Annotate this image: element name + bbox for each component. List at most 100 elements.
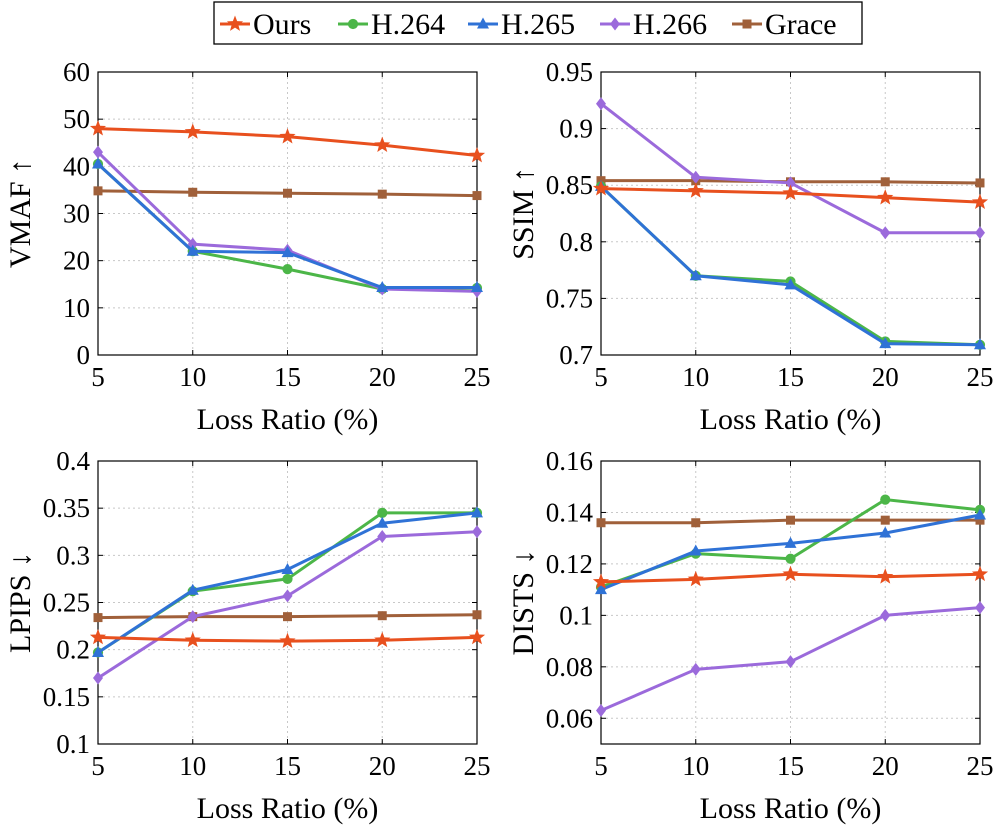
- data-point-ours: [184, 123, 201, 139]
- ticks: 5 10 15 20 25 0.7 0.75 0.8 0.85 0.9 0.95: [546, 57, 994, 392]
- legend-entry-h-264: H.264: [338, 8, 445, 41]
- data-point-h-264: [282, 573, 293, 585]
- series-ours: [89, 120, 486, 163]
- data-point-h-266: [880, 226, 891, 240]
- data-point-h-265: [92, 157, 104, 169]
- series-line-h-265: [599, 185, 981, 347]
- data-point-h-265: [974, 338, 986, 350]
- data-point-h-265: [974, 508, 986, 520]
- gridlines: [97, 460, 478, 745]
- x-tick-label: 25: [967, 362, 994, 392]
- ticks: 5 10 15 20 25 0.06 0.08 0.1 0.12 0.14 0.16: [546, 446, 994, 781]
- y-tick-label: 0.1: [56, 729, 90, 759]
- data-point-grace: [472, 191, 482, 201]
- data-point-ours: [184, 631, 201, 648]
- panel-ssim: 5 10 15 20 25 0.7 0.75 0.8 0.85 0.9 0.95 Loss Ratio…: [507, 57, 994, 436]
- series-h-265: [92, 506, 483, 657]
- data-point-h-266: [975, 226, 985, 240]
- x-axis-label: Loss Ratio (%): [700, 792, 882, 825]
- gridlines: [600, 71, 981, 356]
- data-point-h-265: [471, 506, 483, 518]
- y-tick-label: 0: [77, 340, 91, 370]
- y-tick-label: 0.75: [546, 283, 593, 313]
- data-point-grace: [472, 610, 482, 620]
- data-point-grace: [691, 518, 701, 528]
- data-point-grace: [188, 187, 198, 197]
- data-point-h-265: [376, 516, 389, 528]
- y-tick-label: 0.14: [546, 497, 594, 527]
- data-point-h-266: [690, 662, 701, 676]
- data-point-h-266: [596, 97, 606, 111]
- x-tick-label: 20: [369, 362, 396, 392]
- x-tick-label: 5: [91, 362, 105, 392]
- series-grace: [93, 186, 482, 201]
- data-point-ours: [279, 632, 296, 649]
- x-tick-label: 10: [682, 751, 709, 781]
- x-tick-label: 5: [594, 751, 608, 781]
- panel-vmaf: 5 10 15 20 25 0 10 20 30 40 50 60 Loss Ratio (%) VMAF…: [4, 57, 491, 436]
- data-point-h-266: [596, 704, 606, 718]
- data-point-ours: [374, 136, 391, 152]
- data-point-ours: [687, 570, 704, 587]
- series-ours: [89, 628, 486, 649]
- y-tick-label: 0.3: [56, 540, 90, 570]
- data-point-h-266: [785, 655, 796, 669]
- legend-marker-h-265: [477, 17, 489, 29]
- legend: Ours H.264 H.265 H.266 Grace: [213, 1, 863, 45]
- x-tick-label: 10: [682, 362, 709, 392]
- x-tick-label: 10: [179, 362, 206, 392]
- ticks: 5 10 15 20 25 0.1 0.15 0.2 0.25 0.3 0.35 0.4: [43, 446, 491, 781]
- legend-entry-h-265: H.265: [468, 8, 575, 41]
- y-tick-label: 0.95: [546, 57, 593, 87]
- y-tick-label: 0.06: [546, 703, 593, 733]
- gridlines: [97, 71, 478, 356]
- x-tick-label: 15: [777, 751, 804, 781]
- data-point-h-266: [377, 529, 388, 543]
- data-point-h-266: [472, 525, 482, 539]
- x-tick-label: 5: [594, 362, 608, 392]
- data-point-ours: [279, 128, 296, 144]
- data-point-h-265: [689, 269, 702, 281]
- y-tick-label: 0.4: [56, 446, 90, 476]
- data-point-h-265: [186, 244, 199, 256]
- data-point-ours: [782, 565, 799, 582]
- data-point-h-264: [377, 507, 388, 518]
- series-line-h-264: [599, 185, 981, 347]
- series-ours: [592, 565, 989, 589]
- data-point-h-264: [785, 553, 796, 564]
- y-tick-label: 0.16: [546, 446, 593, 476]
- y-tick-label: 0.08: [546, 652, 593, 682]
- data-point-h-266: [93, 671, 103, 685]
- data-point-h-265: [784, 278, 797, 290]
- data-point-h-265: [879, 526, 892, 538]
- series-h-264: [595, 181, 986, 350]
- x-tick-label: 25: [464, 362, 491, 392]
- data-point-grace: [93, 613, 103, 623]
- data-point-grace: [283, 188, 292, 198]
- y-axis-label: DISTS ↓: [507, 550, 540, 656]
- x-axis-label: Loss Ratio (%): [197, 403, 379, 436]
- data-point-h-265: [784, 536, 797, 548]
- data-point-h-266: [187, 610, 198, 624]
- data-point-h-265: [92, 645, 104, 657]
- legend-marker-grace: [742, 19, 752, 29]
- x-tick-label: 15: [777, 362, 804, 392]
- data-point-h-264: [282, 264, 293, 275]
- y-tick-label: 50: [63, 104, 90, 134]
- data-point-h-266: [690, 170, 701, 184]
- y-tick-label: 0.8: [559, 227, 593, 257]
- data-point-h-265: [186, 583, 199, 595]
- x-tick-label: 5: [91, 751, 105, 781]
- data-point-h-266: [785, 176, 796, 190]
- x-tick-label: 20: [872, 751, 899, 781]
- data-point-ours: [782, 184, 799, 200]
- y-tick-label: 30: [63, 199, 90, 229]
- data-point-h-265: [471, 281, 483, 293]
- x-tick-label: 15: [274, 362, 301, 392]
- data-point-ours: [89, 120, 107, 136]
- y-tick-label: 0.85: [546, 170, 593, 200]
- x-tick-label: 25: [464, 751, 491, 781]
- data-point-h-265: [879, 337, 892, 349]
- y-tick-label: 0.9: [559, 114, 593, 144]
